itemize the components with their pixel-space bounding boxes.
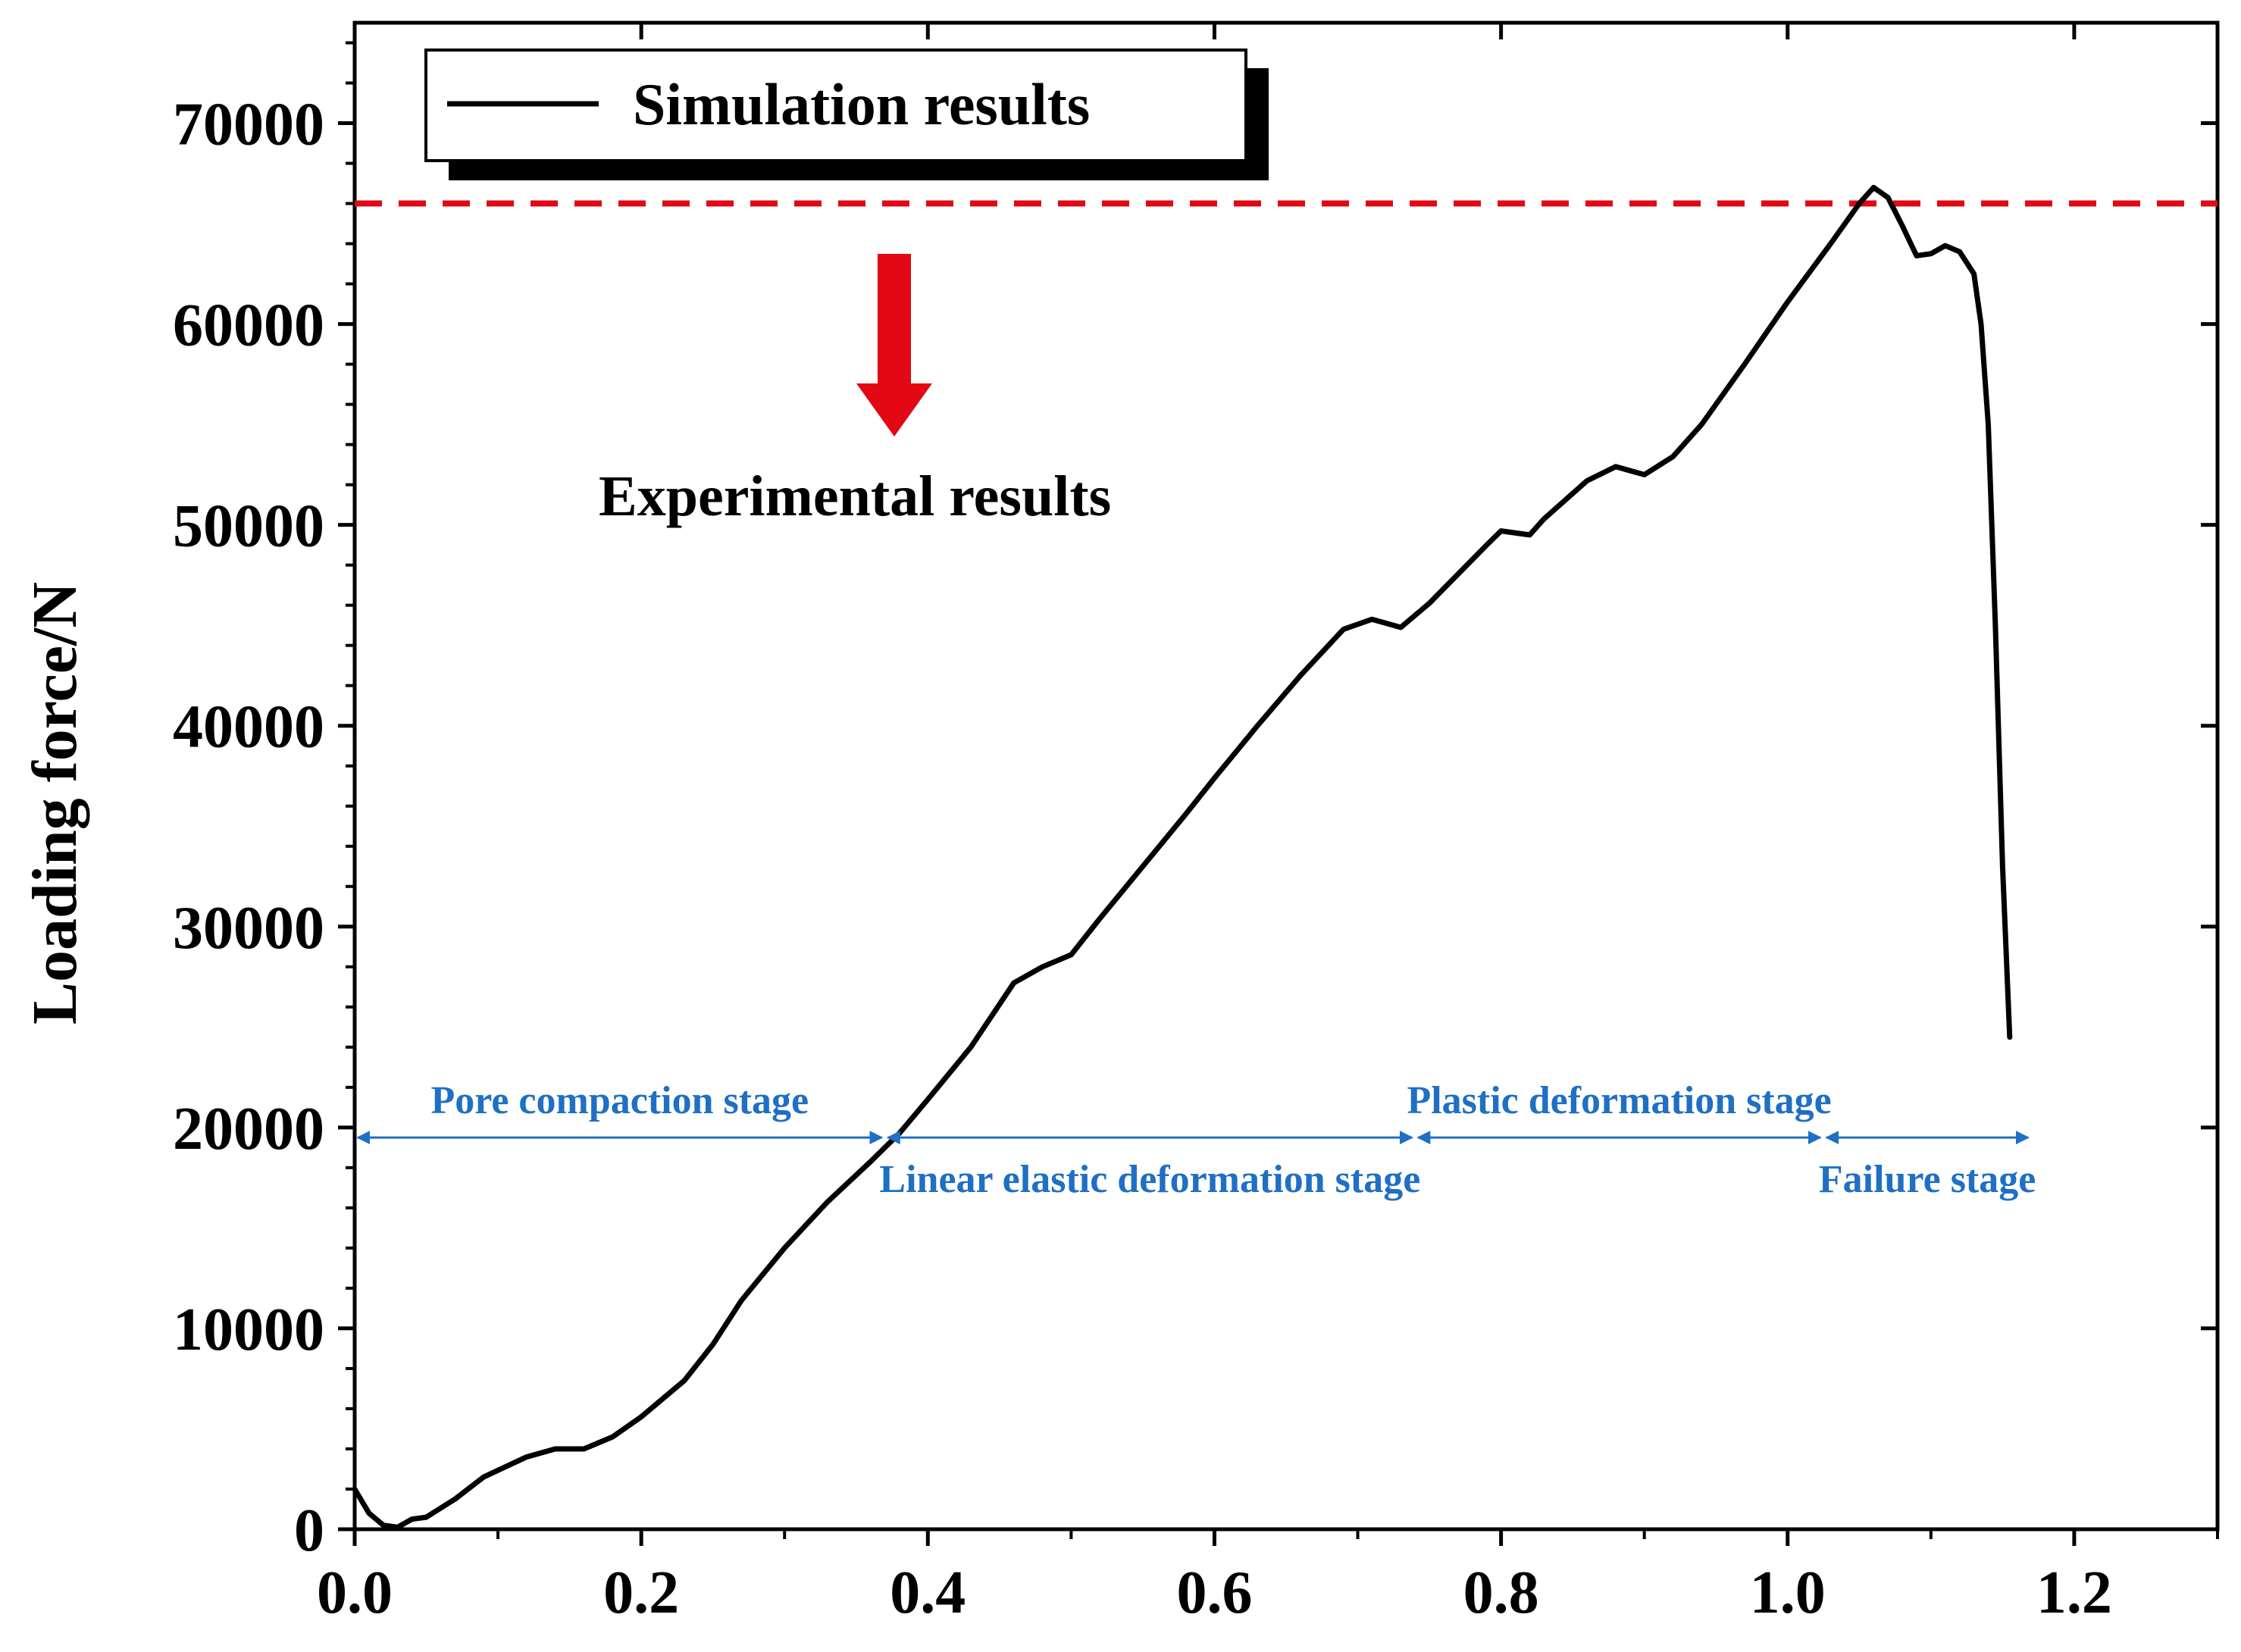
legend-label: Simulation results xyxy=(633,71,1090,137)
x-tick-label: 0.0 xyxy=(317,1560,393,1626)
y-tick-label: 60000 xyxy=(173,293,324,359)
y-tick-label: 20000 xyxy=(173,1096,324,1162)
y-tick-label: 30000 xyxy=(173,895,324,962)
stage-label: Plastic deformation stage xyxy=(1407,1079,1831,1122)
y-tick-label: 50000 xyxy=(173,493,324,560)
y-tick-label: 70000 xyxy=(173,92,324,158)
x-tick-label: 0.6 xyxy=(1176,1560,1252,1626)
axis-group: 0.0 0.2 0.4 0.6 0.8 1.0 1.2 0 10000 20000 30000 400… xyxy=(173,23,2219,1626)
x-tick-label: 0.8 xyxy=(1463,1560,1539,1626)
x-tick-label: 1.2 xyxy=(2036,1560,2112,1626)
series-line xyxy=(352,184,2013,1530)
stage-label: Pore compaction stage xyxy=(430,1079,809,1122)
stage-label: Linear elastic deformation stage xyxy=(879,1158,1420,1201)
reference-label: Experimental results xyxy=(599,465,1111,528)
x-tick-label: 0.4 xyxy=(890,1560,966,1626)
y-tick-label: 10000 xyxy=(173,1297,324,1363)
y-tick-label: 0 xyxy=(294,1497,324,1564)
series-group xyxy=(352,184,2013,1530)
reference-line-group xyxy=(355,200,2218,436)
legend: Simulation results xyxy=(424,48,1269,180)
x-tick-label: 1.0 xyxy=(1750,1560,1826,1626)
x-tick-label: 0.2 xyxy=(603,1560,679,1626)
y-tick-label: 40000 xyxy=(173,694,324,761)
plot-border xyxy=(352,20,2220,1532)
plot-frame xyxy=(352,20,2220,1532)
y-axis-title: Loading force/N xyxy=(20,582,90,1025)
down-arrow-icon xyxy=(856,254,932,436)
stage-label: Failure stage xyxy=(1819,1158,2036,1201)
stage-group: Pore compaction stage Linear elastic defo… xyxy=(356,1079,2036,1201)
